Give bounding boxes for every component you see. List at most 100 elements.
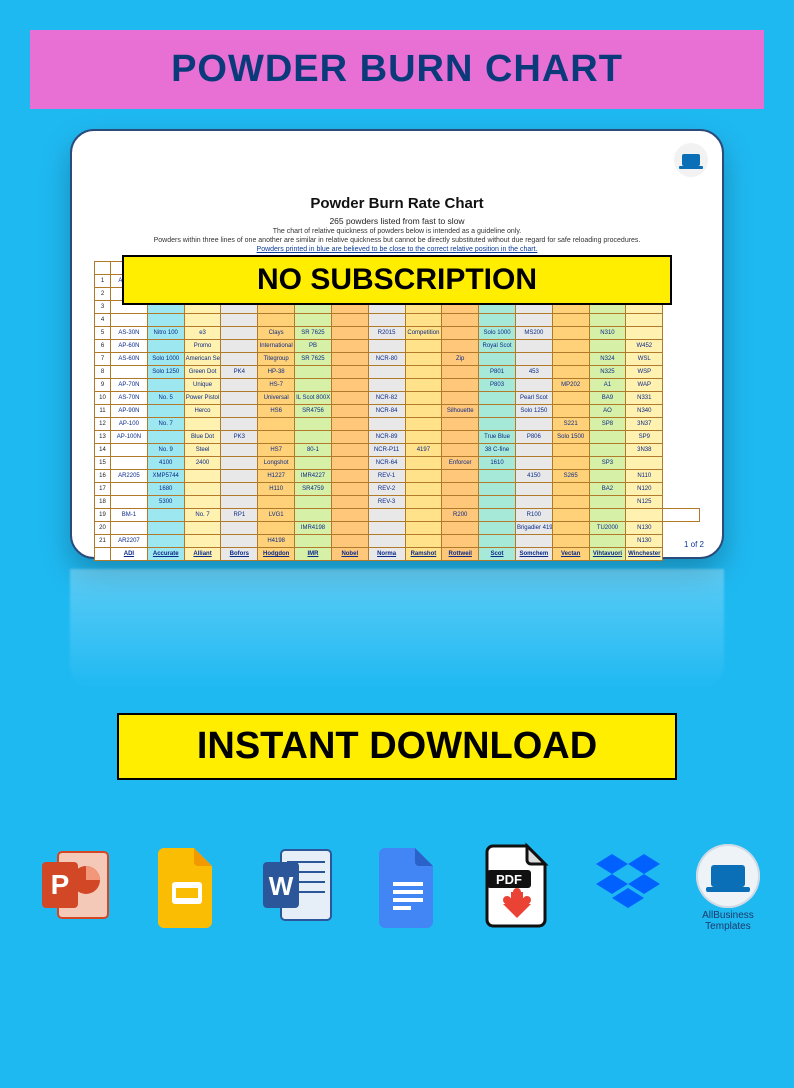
col-footer: Scot xyxy=(479,548,516,561)
cell: AS-70N xyxy=(111,392,148,405)
cell: e3 xyxy=(184,327,221,340)
cell: 3 xyxy=(95,301,111,314)
cell xyxy=(331,509,368,522)
cell xyxy=(295,431,332,444)
cell: PK3 xyxy=(221,431,258,444)
cell xyxy=(515,418,552,431)
table-row: 20IMR4198Brigadier 4197TU2000N130 xyxy=(95,522,700,535)
cell xyxy=(295,314,332,327)
cell xyxy=(479,353,516,366)
word-icon[interactable]: W xyxy=(255,838,339,932)
cell: R200 xyxy=(442,509,479,522)
cell: Brigadier 4197 xyxy=(515,522,552,535)
cell xyxy=(221,418,258,431)
col-footer: Winchester xyxy=(626,548,663,561)
cell xyxy=(111,366,148,379)
cell: MS200 xyxy=(515,327,552,340)
powerpoint-icon[interactable]: P xyxy=(34,838,118,932)
cell xyxy=(552,483,589,496)
cell xyxy=(552,327,589,340)
cell xyxy=(442,483,479,496)
cell: 2400 xyxy=(184,457,221,470)
no-subscription-banner: NO SUBSCRIPTION xyxy=(122,255,672,305)
cell xyxy=(368,314,405,327)
cell: True Blue xyxy=(479,431,516,444)
cell xyxy=(331,353,368,366)
cell xyxy=(515,457,552,470)
cell xyxy=(295,535,332,548)
abt-label: AllBusinessTemplates xyxy=(702,910,754,932)
cell: 18 xyxy=(95,496,111,509)
cell: 38 C-fine xyxy=(479,444,516,457)
cell: Power Pistol xyxy=(184,392,221,405)
cell xyxy=(405,392,442,405)
dropbox-icon[interactable] xyxy=(586,838,670,932)
cell xyxy=(552,522,589,535)
cell xyxy=(552,340,589,353)
cell: SR4759 xyxy=(295,483,332,496)
google-docs-icon[interactable] xyxy=(365,838,449,932)
cell: Clays xyxy=(258,327,295,340)
col-footer: ADI xyxy=(111,548,148,561)
cell xyxy=(442,496,479,509)
cell xyxy=(552,496,589,509)
cell xyxy=(552,405,589,418)
cell: IMR4198 xyxy=(295,522,332,535)
cell xyxy=(405,470,442,483)
cell: WSP xyxy=(626,366,663,379)
cell xyxy=(552,509,589,522)
cell: 2 xyxy=(95,288,111,301)
cell xyxy=(368,418,405,431)
cell xyxy=(442,366,479,379)
cell: Solo 1000 xyxy=(147,353,184,366)
cell: REV-3 xyxy=(368,496,405,509)
pdf-icon[interactable]: PDF xyxy=(475,838,559,932)
cell xyxy=(626,327,663,340)
cell: NCR-89 xyxy=(368,431,405,444)
document-preview[interactable]: Powder Burn Rate Chart 265 powders liste… xyxy=(70,129,724,559)
cell xyxy=(147,340,184,353)
cell: 20 xyxy=(95,522,111,535)
cell xyxy=(442,327,479,340)
cell: AP-90N xyxy=(111,405,148,418)
cell: 19 xyxy=(95,509,111,522)
cell: 4150 xyxy=(515,470,552,483)
table-row: 4 xyxy=(95,314,700,327)
cell xyxy=(295,379,332,392)
cell xyxy=(442,470,479,483)
cell xyxy=(184,314,221,327)
cell xyxy=(147,535,184,548)
cell: H110 xyxy=(258,483,295,496)
cell: 3N38 xyxy=(626,444,663,457)
cell: 80-1 xyxy=(295,444,332,457)
cell: 1 xyxy=(95,275,111,288)
cell: NCR-64 xyxy=(368,457,405,470)
cell xyxy=(479,509,516,522)
cell: 4 xyxy=(95,314,111,327)
svg-text:W: W xyxy=(268,871,293,901)
cell: SR 7625 xyxy=(295,327,332,340)
table-row: 1541002400LongshotNCR-64Enforcer1610SP3 xyxy=(95,457,700,470)
cell xyxy=(479,392,516,405)
col-footer xyxy=(95,548,111,561)
cell xyxy=(442,379,479,392)
cell xyxy=(479,314,516,327)
cell xyxy=(184,522,221,535)
cell xyxy=(442,418,479,431)
google-slides-icon[interactable] xyxy=(144,838,228,932)
cell: Royal Scot xyxy=(479,340,516,353)
cell xyxy=(295,418,332,431)
cell: Solo 1250 xyxy=(147,366,184,379)
table-row: 14No. 9SteelHS780-1NCR-P11419738 C-fine3… xyxy=(95,444,700,457)
cell xyxy=(442,392,479,405)
cell xyxy=(515,353,552,366)
cell: HP-38 xyxy=(258,366,295,379)
cell: TU2000 xyxy=(589,522,626,535)
table-row: 8Solo 1250Green DotPK4HP-38P801453N325WS… xyxy=(95,366,700,379)
cell xyxy=(221,327,258,340)
cell xyxy=(331,392,368,405)
allbusinesstemplates-icon[interactable]: AllBusinessTemplates xyxy=(696,844,760,932)
cell: NCR-P11 xyxy=(368,444,405,457)
cell: N120 xyxy=(626,483,663,496)
cell xyxy=(331,431,368,444)
